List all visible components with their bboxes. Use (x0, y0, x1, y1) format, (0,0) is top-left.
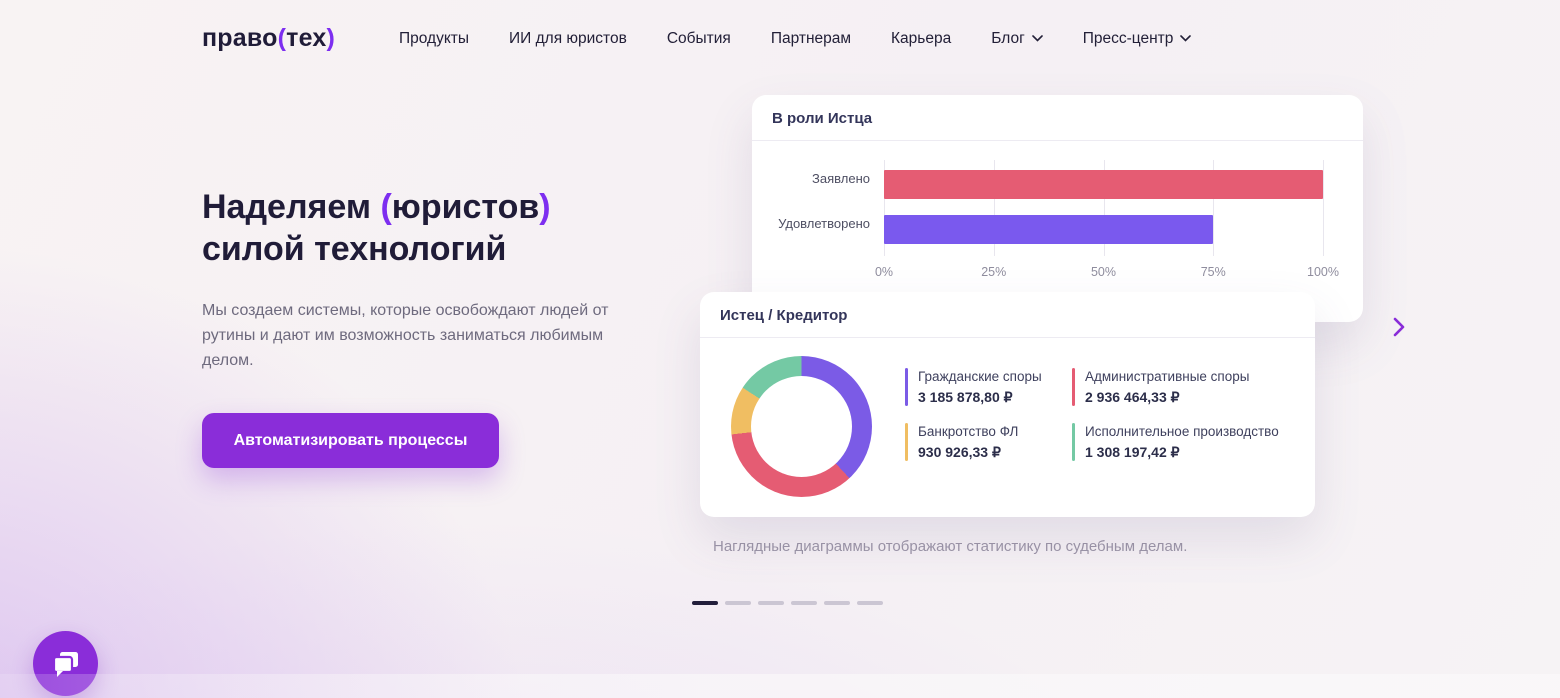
x-axis-tick: 25% (981, 265, 1007, 279)
legend-value: 3 185 878,80 ₽ (918, 389, 1013, 405)
legend-value: 930 926,33 ₽ (918, 444, 1001, 460)
carousel-dot[interactable] (758, 601, 784, 605)
nav-item-label: Карьера (891, 29, 952, 47)
nav-item-blog[interactable]: Блог (991, 30, 1043, 48)
legend-label: Административные споры (1085, 369, 1250, 384)
carousel-dot[interactable] (857, 601, 883, 605)
logo-bracket-close: ) (326, 24, 335, 52)
plaintiff-creditor-chart-card: Истец / Кредитор Гражданские споры 3 185… (700, 292, 1315, 517)
carousel-caption: Наглядные диаграммы отображают статистик… (713, 538, 1188, 555)
nav-item-career[interactable]: Карьера (891, 30, 951, 48)
gridline (1213, 160, 1215, 256)
legend-item-administrative-disputes: Административные споры 2 936 464,33 ₽ (1072, 368, 1279, 406)
carousel-dot[interactable] (725, 601, 751, 605)
legend-item-civil-disputes: Гражданские споры 3 185 878,80 ₽ (905, 368, 1072, 406)
chevron-down-icon (1031, 35, 1043, 42)
carousel-dot[interactable] (791, 601, 817, 605)
plaintiff-role-chart-card: В роли Истца Заявлено Удовлетворено 0% 2… (752, 95, 1363, 322)
legend-label: Гражданские споры (918, 369, 1042, 384)
gridline (1323, 160, 1324, 256)
next-section-edge (0, 674, 1560, 698)
title-line2: силой технологий (202, 230, 507, 268)
chevron-down-icon (1180, 35, 1192, 42)
chat-icon (52, 651, 78, 677)
title-highlight: юристов (391, 188, 540, 226)
gridline (1103, 160, 1105, 256)
bar-claimed (884, 170, 1323, 199)
legend-color-bar (905, 423, 908, 461)
title-bracket: ( (380, 188, 392, 226)
x-axis-tick: 0% (874, 265, 894, 279)
legend-value: 1 308 197,42 ₽ (1085, 444, 1180, 460)
carousel-indicators (692, 601, 883, 605)
legend-label: Исполнительное производство (1085, 424, 1279, 439)
nav-item-products[interactable]: Продукты (399, 30, 469, 48)
nav-item-partners[interactable]: Партнерам (771, 30, 851, 48)
logo-bracket-open: ( (277, 24, 287, 52)
carousel-next-button[interactable] (1388, 314, 1410, 340)
nav-item-label: События (666, 29, 731, 47)
bar-category-label: Удовлетворено (778, 216, 870, 231)
nav-item-events[interactable]: События (667, 30, 731, 48)
automate-processes-button[interactable]: Автоматизировать процессы (202, 413, 499, 468)
logo[interactable]: право(тех) (202, 24, 335, 53)
nav-item-label: Партнерам (770, 29, 852, 47)
nav-item-ai-for-lawyers[interactable]: ИИ для юристов (509, 30, 627, 48)
chevron-right-icon (1393, 317, 1405, 337)
legend-color-bar (1072, 368, 1075, 406)
donut-legend: Гражданские споры 3 185 878,80 ₽ Админис… (905, 368, 1279, 461)
donut-chart (731, 356, 872, 497)
nav-item-label: Продукты (398, 29, 470, 47)
bar-category-label: Заявлено (812, 171, 870, 186)
top-navigation: право(тех) Продукты ИИ для юристов Событ… (202, 24, 1192, 53)
hero-description: Мы создаем системы, которые освобождают … (202, 302, 609, 369)
gridline (884, 160, 885, 256)
logo-text-inner: тех (286, 24, 327, 52)
nav-menu: Продукты ИИ для юристов События Партнера… (399, 30, 1192, 48)
card-title: В роли Истца (752, 95, 1363, 141)
logo-text-main: право (202, 24, 278, 52)
x-axis-tick: 50% (1090, 265, 1117, 279)
gridline (993, 160, 995, 256)
legend-label: Банкротство ФЛ (918, 424, 1019, 439)
page-title: Наделяем (юристов) силой технологий (202, 186, 551, 270)
title-part: Наделяем (202, 188, 381, 226)
legend-color-bar (905, 368, 908, 406)
legend-item-bankruptcy: Банкротство ФЛ 930 926,33 ₽ (905, 423, 1072, 461)
x-axis-tick: 100% (1307, 265, 1339, 279)
nav-item-label: Пресс-центр (1082, 29, 1174, 47)
legend-color-bar (1072, 423, 1075, 461)
title-bracket: ) (539, 188, 551, 226)
bar-satisfied (884, 215, 1214, 244)
legend-item-enforcement-proceedings: Исполнительное производство 1 308 197,42… (1072, 423, 1279, 461)
carousel-dot[interactable] (692, 601, 718, 605)
nav-item-label: Блог (991, 29, 1025, 47)
carousel-dot[interactable] (824, 601, 850, 605)
bar-chart: Заявлено Удовлетворено 0% 25% 50% 75% 10… (752, 140, 1363, 322)
legend-value: 2 936 464,33 ₽ (1085, 389, 1180, 405)
donut-hole (751, 376, 852, 477)
card-title: Истец / Кредитор (700, 292, 1315, 338)
x-axis-tick: 75% (1200, 265, 1226, 279)
nav-item-press-center[interactable]: Пресс-центр (1083, 30, 1192, 48)
nav-item-label: ИИ для юристов (509, 29, 627, 47)
